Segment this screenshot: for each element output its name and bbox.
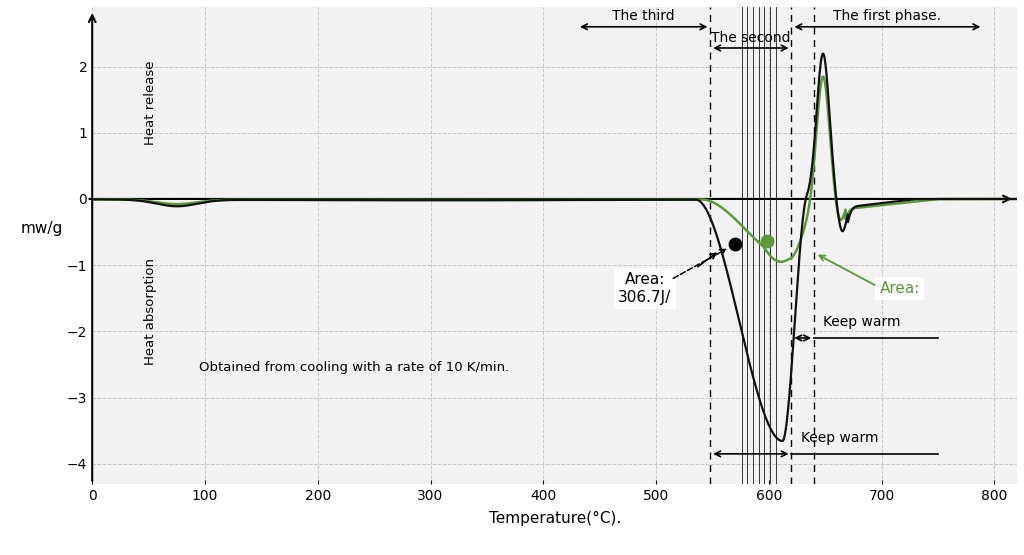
Y-axis label: mw/g: mw/g [20,221,62,236]
Text: Keep warm: Keep warm [801,431,878,445]
Text: Area:: Area: [880,281,920,296]
Text: Keep warm: Keep warm [823,315,900,329]
Text: The first phase.: The first phase. [834,9,941,23]
Text: The third: The third [612,9,675,23]
Text: Heat release: Heat release [144,60,158,145]
Text: Heat absorption: Heat absorption [144,258,158,365]
Text: Area:
306.7J/: Area: 306.7J/ [618,272,672,305]
Text: Obtained from cooling with a rate of 10 K/min.: Obtained from cooling with a rate of 10 … [200,361,510,374]
Text: The second: The second [711,31,791,45]
X-axis label: Temperature(°C).: Temperature(°C). [488,511,621,526]
